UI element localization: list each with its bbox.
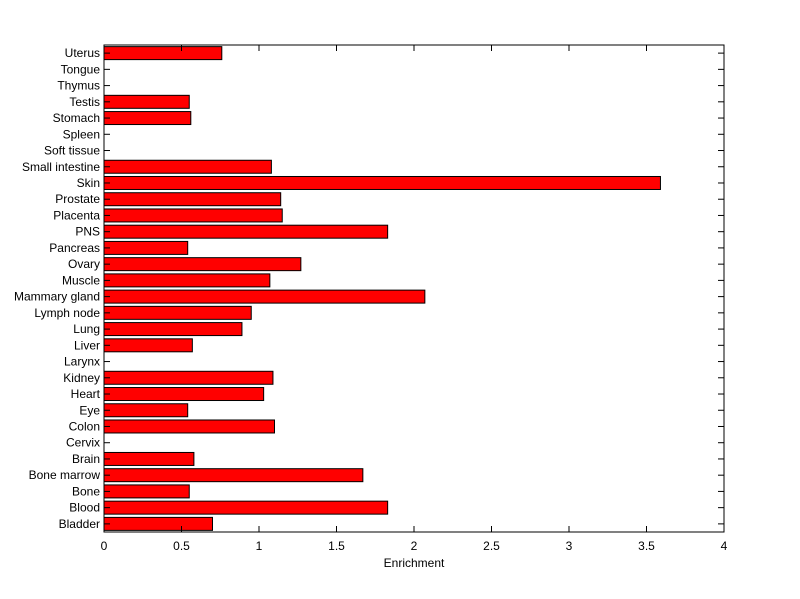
y-tick-label: Tongue <box>61 62 101 76</box>
bar-pns <box>103 224 389 239</box>
y-tick-label: Testis <box>69 95 100 109</box>
bar-muscle <box>103 273 271 288</box>
bar-lymph-node <box>103 305 252 320</box>
plot-frame <box>103 44 725 533</box>
y-tick-label: Placenta <box>53 208 100 222</box>
y-ticks-group: Bladder Blood Bone Bone marrow Brain Cervix Co… <box>14 46 724 531</box>
bar-colon <box>103 419 275 434</box>
x-tick-label: 3 <box>566 539 573 553</box>
y-tick-label: Cervix <box>66 436 100 450</box>
y-tick-label: Muscle <box>62 273 100 287</box>
x-tick-label: 1 <box>256 539 263 553</box>
y-tick-label: Lymph node <box>34 306 100 320</box>
bar-stomach <box>103 111 192 126</box>
y-tick-label: Soft tissue <box>44 144 100 158</box>
bar-eye <box>103 403 189 418</box>
y-tick-label: Bone <box>72 484 100 498</box>
bar-kidney <box>103 370 274 385</box>
bar-liver <box>103 338 193 353</box>
bar-bone <box>103 484 190 499</box>
y-tick-label: Mammary gland <box>14 290 100 304</box>
bar-small-intestine <box>103 159 272 174</box>
y-tick-label: Kidney <box>63 371 100 385</box>
y-tick-label: Colon <box>69 419 100 433</box>
bar-ovary <box>103 257 302 272</box>
y-tick-label: Ovary <box>68 257 100 271</box>
y-tick-label: Lung <box>73 322 100 336</box>
bar-blood <box>103 500 389 515</box>
bar-bone-marrow <box>103 468 364 483</box>
bar-brain <box>103 451 195 466</box>
bar-placenta <box>103 208 283 223</box>
y-tick-label: Bladder <box>59 517 100 531</box>
bar-pancreas <box>103 240 189 255</box>
x-tick-label: 4 <box>721 539 728 553</box>
y-tick-label: Spleen <box>63 127 100 141</box>
x-tick-label: 0 <box>101 539 108 553</box>
bar-uterus <box>103 46 223 61</box>
y-tick-label: Bone marrow <box>29 468 101 482</box>
bar-heart <box>103 387 265 402</box>
x-axis-title: Enrichment <box>384 556 445 570</box>
y-tick-label: Eye <box>79 403 100 417</box>
x-tick-label: 2 <box>411 539 418 553</box>
y-tick-label: Small intestine <box>22 160 100 174</box>
y-tick-label: Thymus <box>57 79 100 93</box>
x-tick-label: 1.5 <box>328 539 345 553</box>
bar-lung <box>103 322 243 337</box>
x-tick-label: 0.5 <box>173 539 190 553</box>
y-tick-label: Uterus <box>65 46 100 60</box>
y-tick-label: Liver <box>74 338 100 352</box>
bar-testis <box>103 94 190 109</box>
bar-mammary-gland <box>103 289 426 304</box>
x-tick-label: 3.5 <box>638 539 655 553</box>
y-tick-label: Brain <box>72 452 100 466</box>
bar-prostate <box>103 192 282 207</box>
y-tick-label: Skin <box>77 176 100 190</box>
y-tick-label: Prostate <box>55 192 100 206</box>
y-tick-label: PNS <box>75 225 100 239</box>
y-tick-label: Pancreas <box>49 241 100 255</box>
y-tick-label: Heart <box>71 387 101 401</box>
y-tick-label: Larynx <box>64 355 100 369</box>
bar-skin <box>103 175 661 190</box>
bars-group <box>103 46 661 531</box>
bar-bladder <box>103 516 213 531</box>
y-tick-label: Stomach <box>53 111 100 125</box>
x-ticks-group: 0 0.5 1 1.5 2 2.5 3 3.5 4 <box>101 45 728 553</box>
x-tick-label: 2.5 <box>483 539 500 553</box>
y-tick-label: Blood <box>69 501 100 515</box>
